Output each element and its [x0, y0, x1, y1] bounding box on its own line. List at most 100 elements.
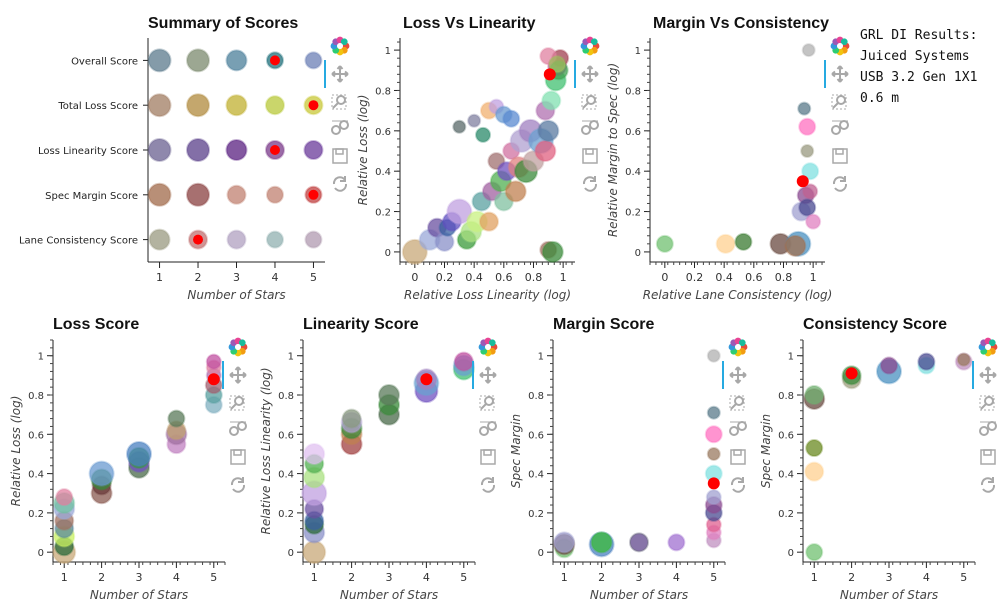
- wheel-zoom-icon[interactable]: [228, 419, 248, 439]
- data-point[interactable]: [706, 446, 721, 461]
- highlight-point[interactable]: [269, 55, 280, 66]
- data-point[interactable]: [186, 93, 211, 118]
- data-point[interactable]: [88, 460, 115, 487]
- data-point[interactable]: [265, 230, 284, 249]
- highlight-point[interactable]: [543, 68, 556, 81]
- data-point[interactable]: [880, 356, 898, 375]
- data-point[interactable]: [225, 94, 248, 117]
- reset-icon[interactable]: [830, 174, 850, 194]
- data-point[interactable]: [378, 384, 400, 407]
- pan-icon[interactable]: [478, 365, 498, 385]
- data-point[interactable]: [537, 119, 560, 142]
- highlight-point[interactable]: [207, 373, 220, 386]
- data-point[interactable]: [704, 425, 723, 444]
- pan-icon[interactable]: [978, 365, 998, 385]
- consistency-score-plot[interactable]: 1 2 3 4 5 0 0.2 0.4 0.6 0.8 1 Number of Stars Spec M…: [750, 310, 999, 600]
- data-point[interactable]: [805, 439, 824, 458]
- highlight-point[interactable]: [420, 373, 433, 386]
- data-point[interactable]: [147, 138, 172, 162]
- data-point[interactable]: [541, 90, 562, 111]
- data-point[interactable]: [453, 351, 474, 372]
- wheel-zoom-icon[interactable]: [478, 419, 498, 439]
- box-zoom-icon[interactable]: [330, 92, 350, 112]
- data-point[interactable]: [504, 180, 527, 203]
- save-icon[interactable]: [728, 447, 748, 467]
- data-point[interactable]: [706, 405, 721, 420]
- data-point[interactable]: [205, 353, 222, 370]
- data-point[interactable]: [801, 43, 816, 58]
- data-point[interactable]: [401, 238, 428, 265]
- data-point[interactable]: [804, 385, 825, 406]
- pan-icon[interactable]: [830, 64, 850, 84]
- data-point[interactable]: [303, 140, 324, 160]
- box-zoom-icon[interactable]: [728, 393, 748, 413]
- data-point[interactable]: [226, 184, 247, 205]
- data-point[interactable]: [798, 117, 817, 136]
- reset-icon[interactable]: [580, 174, 600, 194]
- data-point[interactable]: [797, 101, 812, 116]
- margin-score-plot[interactable]: 1 2 3 4 5 0 0.2 0.4 0.6 0.8 1 Number of Stars Spec M…: [500, 310, 750, 600]
- data-point[interactable]: [304, 230, 323, 249]
- wheel-zoom-icon[interactable]: [830, 118, 850, 138]
- pan-icon[interactable]: [330, 64, 350, 84]
- data-point[interactable]: [225, 49, 248, 72]
- data-point[interactable]: [667, 533, 686, 552]
- margin-vs-consistency-plot[interactable]: 0 0.2 0.4 0.6 0.8 1 0 0.2 0.4 0.6 0.8 1 Relative Lan…: [600, 0, 850, 310]
- box-zoom-icon[interactable]: [580, 92, 600, 112]
- data-point[interactable]: [805, 543, 824, 562]
- reset-icon[interactable]: [728, 475, 748, 495]
- highlight-point[interactable]: [845, 367, 858, 380]
- data-point[interactable]: [655, 234, 674, 253]
- data-point[interactable]: [225, 139, 248, 161]
- data-point[interactable]: [715, 233, 736, 254]
- reset-icon[interactable]: [978, 475, 998, 495]
- highlight-point[interactable]: [796, 175, 809, 188]
- box-zoom-icon[interactable]: [978, 393, 998, 413]
- save-icon[interactable]: [478, 447, 498, 467]
- data-point[interactable]: [147, 48, 172, 73]
- save-icon[interactable]: [580, 146, 600, 166]
- data-point[interactable]: [734, 232, 753, 251]
- save-icon[interactable]: [228, 447, 248, 467]
- data-point[interactable]: [802, 183, 819, 200]
- data-point[interactable]: [148, 228, 171, 251]
- wheel-zoom-icon[interactable]: [728, 419, 748, 439]
- data-point[interactable]: [478, 211, 499, 232]
- data-point[interactable]: [452, 119, 467, 134]
- data-point[interactable]: [706, 348, 721, 363]
- data-point[interactable]: [630, 533, 648, 552]
- reset-icon[interactable]: [330, 174, 350, 194]
- data-point[interactable]: [147, 93, 172, 118]
- reset-icon[interactable]: [478, 475, 498, 495]
- data-point[interactable]: [553, 531, 576, 554]
- save-icon[interactable]: [830, 146, 850, 166]
- box-zoom-icon[interactable]: [830, 92, 850, 112]
- data-point[interactable]: [186, 138, 211, 162]
- save-icon[interactable]: [330, 146, 350, 166]
- data-point[interactable]: [956, 352, 971, 367]
- data-point[interactable]: [226, 229, 247, 250]
- box-zoom-icon[interactable]: [478, 393, 498, 413]
- data-point[interactable]: [147, 182, 172, 207]
- data-point[interactable]: [705, 489, 722, 506]
- data-point[interactable]: [590, 531, 613, 554]
- save-icon[interactable]: [978, 447, 998, 467]
- data-point[interactable]: [186, 182, 211, 207]
- data-point[interactable]: [303, 442, 326, 465]
- data-point[interactable]: [798, 198, 817, 217]
- highlight-point[interactable]: [269, 145, 280, 155]
- data-point[interactable]: [541, 240, 564, 263]
- data-point[interactable]: [502, 109, 521, 128]
- data-point[interactable]: [784, 234, 807, 257]
- summary-chart-plot[interactable]: 1 2 3 4 5 Overall Score Total Loss Score Loss L…: [0, 0, 360, 310]
- linearity-score-plot[interactable]: 1 2 3 4 5 0 0.2 0.4 0.6 0.8 1 Number of Stars Relati…: [250, 310, 500, 600]
- data-point[interactable]: [800, 144, 815, 159]
- data-point[interactable]: [264, 95, 285, 116]
- pan-icon[interactable]: [728, 365, 748, 385]
- data-point[interactable]: [167, 409, 186, 428]
- highlight-point[interactable]: [707, 477, 720, 490]
- highlight-point[interactable]: [308, 189, 319, 200]
- data-point[interactable]: [804, 461, 825, 482]
- data-point[interactable]: [55, 488, 74, 507]
- data-point[interactable]: [302, 540, 327, 565]
